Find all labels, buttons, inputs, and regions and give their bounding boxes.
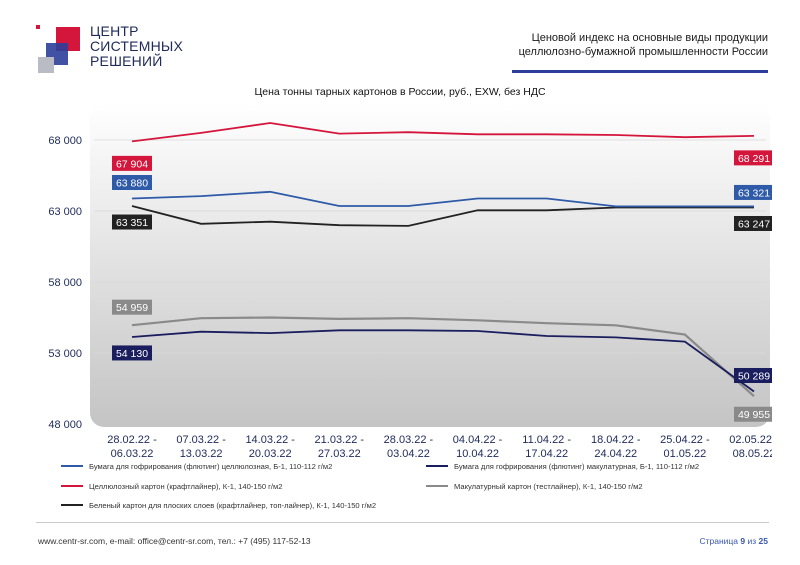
- price-line-chart: 48 000 53 000 58 000 63 000 68 000 28.02.22 …: [48, 103, 772, 510]
- legend-label: Бумага для гофрирования (флютинг) целлюл…: [89, 462, 332, 471]
- page-word: Страница: [699, 536, 739, 546]
- x-tick-label-start: 04.04.22 -: [453, 434, 503, 446]
- company-logo-mark: [36, 25, 80, 73]
- x-tick-label-start: 21.03.22 -: [315, 434, 365, 446]
- data-label-text: 50 289: [738, 370, 770, 382]
- data-label-text: 54 130: [116, 348, 148, 360]
- series-line: [131, 190, 754, 208]
- data-label-box: [112, 299, 152, 315]
- report-title-line-1: Ценовой индекс на основные виды продукци…: [531, 32, 768, 44]
- x-tick-label-end: 27.03.22: [318, 448, 361, 460]
- x-tick-label-start: 14.03.22 -: [245, 434, 295, 446]
- series-line: [131, 329, 755, 393]
- x-tick-label-start: 02.05.22 -: [729, 434, 772, 446]
- data-labels: 63 880 63 321 54 130 50 289 67 904 68 291 54 9…: [112, 150, 772, 422]
- x-tick-label-end: 17.04.22: [525, 448, 568, 460]
- data-label-box: [734, 406, 772, 422]
- x-tick-label-end: 20.03.22: [249, 448, 292, 460]
- y-tick-label: 53 000: [48, 348, 82, 360]
- series-line: [131, 122, 755, 143]
- y-tick-label: 68 000: [48, 135, 82, 147]
- page-of: из: [747, 536, 757, 546]
- x-tick-label-start: 18.04.22 -: [591, 434, 641, 446]
- page-indicator: Страница 9 из 25: [699, 536, 768, 546]
- x-tick-label-end: 06.03.22: [111, 448, 154, 460]
- legend-entry: Целлюлозный картон (крафтлайнер), К-1, 1…: [61, 482, 282, 491]
- data-label-box: [112, 345, 152, 361]
- y-axis-gridlines: [94, 139, 766, 354]
- x-tick-label-start: 28.03.22 -: [384, 434, 434, 446]
- footer-contacts: www.centr-sr.com, e-mail: office@centr-s…: [38, 536, 311, 546]
- data-label: 67 904: [112, 155, 152, 171]
- data-label: 63 351: [112, 214, 152, 230]
- data-label-text: 63 880: [116, 178, 148, 190]
- data-label-box: [112, 175, 152, 191]
- data-label: 63 247: [734, 215, 772, 231]
- data-label-box: [112, 214, 152, 230]
- x-tick-label-start: 25.04.22 -: [660, 434, 710, 446]
- data-label: 63 880: [112, 175, 152, 191]
- x-tick-label-start: 07.03.22 -: [176, 434, 226, 446]
- x-tick-label-end: 03.04.22: [387, 448, 430, 460]
- logo-line-3: РЕШЕНИЙ: [90, 53, 163, 69]
- legend-label: Целлюлозный картон (крафтлайнер), К-1, 1…: [89, 482, 282, 491]
- data-label-box: [734, 184, 772, 200]
- legend-label: Бумага для гофрирования (флютинг) макула…: [454, 462, 699, 471]
- y-tick-label: 48 000: [48, 419, 82, 431]
- y-tick-label: 58 000: [48, 277, 82, 289]
- data-label-text: 63 247: [738, 218, 770, 230]
- series-line: [131, 316, 755, 398]
- x-tick-label-end: 13.03.22: [180, 448, 223, 460]
- legend-entry: Бумага для гофрирования (флютинг) макула…: [426, 462, 699, 471]
- legend-label: Макулатурный картон (тестлайнер), К-1, 1…: [454, 482, 643, 491]
- y-axis: 48 000 53 000 58 000 63 000 68 000: [48, 135, 82, 431]
- x-tick-label-start: 28.02.22 -: [107, 434, 157, 446]
- data-label-box: [734, 215, 772, 231]
- data-label: 54 130: [112, 345, 152, 361]
- legend-label: Беленый картон для плоских слоев (крафтл…: [89, 501, 376, 510]
- data-label-text: 67 904: [116, 158, 148, 170]
- plot-area: [90, 103, 770, 427]
- data-label-box: [734, 150, 772, 166]
- page-number: 9: [740, 536, 746, 546]
- data-label-text: 63 351: [116, 217, 148, 229]
- chart-title: Цена тонны тарных картонов в России, руб…: [254, 86, 546, 98]
- data-label: 49 955: [734, 406, 772, 422]
- report-title: Ценовой индекс на основные виды продукци…: [468, 31, 768, 59]
- logo-line-2: СИСТЕМНЫХ: [90, 38, 184, 54]
- data-label: 68 291: [734, 150, 772, 166]
- report-title-line-2: целлюлозно-бумажной промышленности Росси…: [518, 46, 768, 58]
- data-label-text: 68 291: [738, 153, 770, 165]
- x-tick-label-end: 01.05.22: [663, 448, 706, 460]
- x-tick-label-end: 10.04.22: [456, 448, 499, 460]
- data-label-box: [112, 155, 152, 171]
- data-label-text: 49 955: [738, 409, 770, 421]
- company-logo-text: ЦЕНТР СИСТЕМНЫХ РЕШЕНИЙ: [90, 24, 183, 69]
- series-line: [131, 205, 754, 227]
- data-label-text: 54 959: [116, 302, 148, 314]
- legend-entry: Бумага для гофрирования (флютинг) целлюл…: [61, 462, 332, 471]
- logo-line-1: ЦЕНТР: [90, 23, 139, 39]
- x-tick-label-end: 08.05.22: [733, 448, 772, 460]
- series-lines: [131, 122, 755, 398]
- y-tick-label: 63 000: [48, 206, 82, 218]
- x-tick-label-start: 11.04.22 -: [522, 434, 571, 446]
- page-total: 25: [758, 536, 768, 546]
- data-label: 54 959: [112, 299, 152, 315]
- data-label-box: [734, 367, 772, 383]
- data-label-text: 63 321: [738, 187, 770, 199]
- legend-entry: Беленый картон для плоских слоев (крафтл…: [61, 501, 376, 510]
- chart-legend: Бумага для гофрирования (флютинг) целлюл…: [61, 462, 699, 510]
- legend-entry: Макулатурный картон (тестлайнер), К-1, 1…: [426, 482, 643, 491]
- data-label: 63 321: [734, 184, 772, 200]
- footer-divider: [36, 522, 769, 523]
- header-divider: [512, 70, 768, 73]
- x-tick-label-end: 24.04.22: [594, 448, 637, 460]
- x-axis: 28.02.22 - 06.03.22 07.03.22 - 13.03.22 14.0…: [107, 434, 772, 460]
- data-label: 50 289: [734, 367, 772, 383]
